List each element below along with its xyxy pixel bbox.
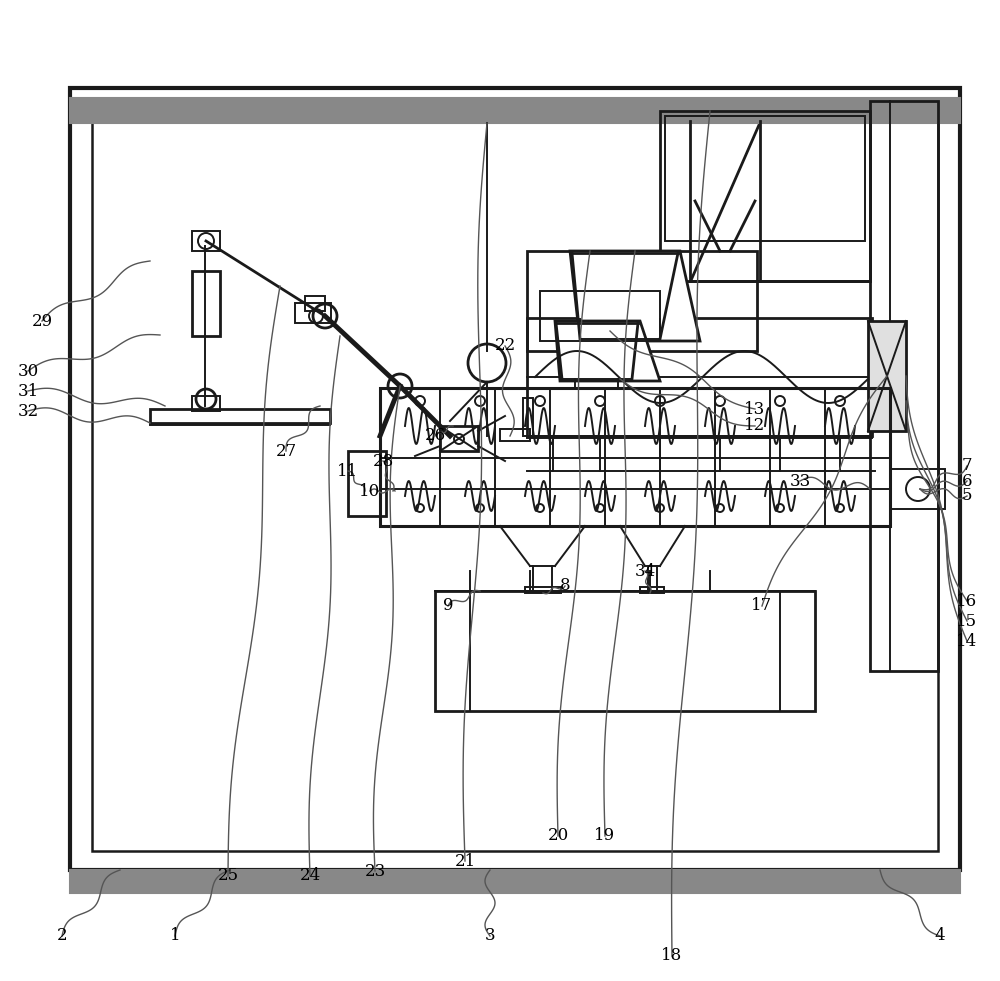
Bar bbox=[660, 111, 870, 281]
Bar bbox=[500, 429, 530, 441]
Text: 4: 4 bbox=[935, 927, 945, 945]
Bar bbox=[435, 591, 815, 711]
Text: 14: 14 bbox=[956, 633, 978, 649]
Text: 17: 17 bbox=[751, 597, 773, 614]
Bar bbox=[295, 303, 331, 323]
Bar bbox=[890, 469, 945, 509]
Bar bbox=[527, 318, 872, 436]
Text: 9: 9 bbox=[443, 597, 453, 614]
Bar bbox=[305, 296, 325, 311]
Text: 24: 24 bbox=[299, 867, 321, 885]
Text: 31: 31 bbox=[17, 383, 39, 399]
Text: 11: 11 bbox=[337, 462, 359, 480]
Text: 27: 27 bbox=[275, 442, 297, 459]
Bar bbox=[440, 426, 478, 451]
Text: 29: 29 bbox=[31, 313, 53, 330]
Bar bbox=[523, 398, 533, 436]
Bar bbox=[665, 116, 865, 241]
Text: 19: 19 bbox=[594, 828, 616, 845]
Bar bbox=[348, 451, 386, 516]
Text: 5: 5 bbox=[962, 488, 972, 504]
Text: 15: 15 bbox=[956, 612, 978, 630]
Bar bbox=[640, 587, 664, 593]
Text: 23: 23 bbox=[364, 862, 386, 880]
Polygon shape bbox=[555, 321, 660, 381]
Bar bbox=[525, 587, 561, 593]
Bar bbox=[150, 409, 330, 423]
Text: 1: 1 bbox=[170, 927, 180, 945]
Text: 22: 22 bbox=[494, 337, 516, 354]
Bar bbox=[527, 436, 872, 438]
Text: 16: 16 bbox=[956, 593, 978, 609]
Text: 25: 25 bbox=[217, 867, 239, 885]
Bar bbox=[192, 271, 220, 336]
Text: 21: 21 bbox=[454, 852, 476, 869]
Text: 2: 2 bbox=[57, 927, 67, 945]
Text: 26: 26 bbox=[424, 428, 446, 444]
Bar bbox=[70, 870, 960, 893]
Bar bbox=[70, 98, 960, 123]
Bar bbox=[380, 388, 890, 526]
Polygon shape bbox=[570, 251, 700, 341]
Text: 12: 12 bbox=[744, 418, 766, 435]
Text: 34: 34 bbox=[634, 562, 656, 580]
Text: 8: 8 bbox=[560, 578, 570, 594]
Text: 20: 20 bbox=[547, 828, 569, 845]
Text: 7: 7 bbox=[962, 457, 972, 475]
Bar bbox=[192, 231, 220, 251]
Text: 33: 33 bbox=[789, 473, 811, 490]
Text: 13: 13 bbox=[744, 400, 766, 418]
Text: 10: 10 bbox=[359, 483, 381, 499]
Text: 6: 6 bbox=[962, 473, 972, 490]
Text: 3: 3 bbox=[485, 927, 495, 945]
Bar bbox=[192, 396, 220, 411]
Bar bbox=[92, 107, 938, 851]
Bar bbox=[70, 88, 960, 870]
Text: 28: 28 bbox=[372, 452, 394, 470]
Text: 18: 18 bbox=[661, 948, 683, 964]
Polygon shape bbox=[690, 121, 870, 281]
Bar bbox=[868, 321, 906, 431]
Text: 32: 32 bbox=[17, 402, 39, 420]
Text: 30: 30 bbox=[17, 363, 39, 380]
Bar bbox=[540, 291, 660, 341]
Bar bbox=[870, 101, 938, 671]
Bar bbox=[527, 251, 757, 351]
